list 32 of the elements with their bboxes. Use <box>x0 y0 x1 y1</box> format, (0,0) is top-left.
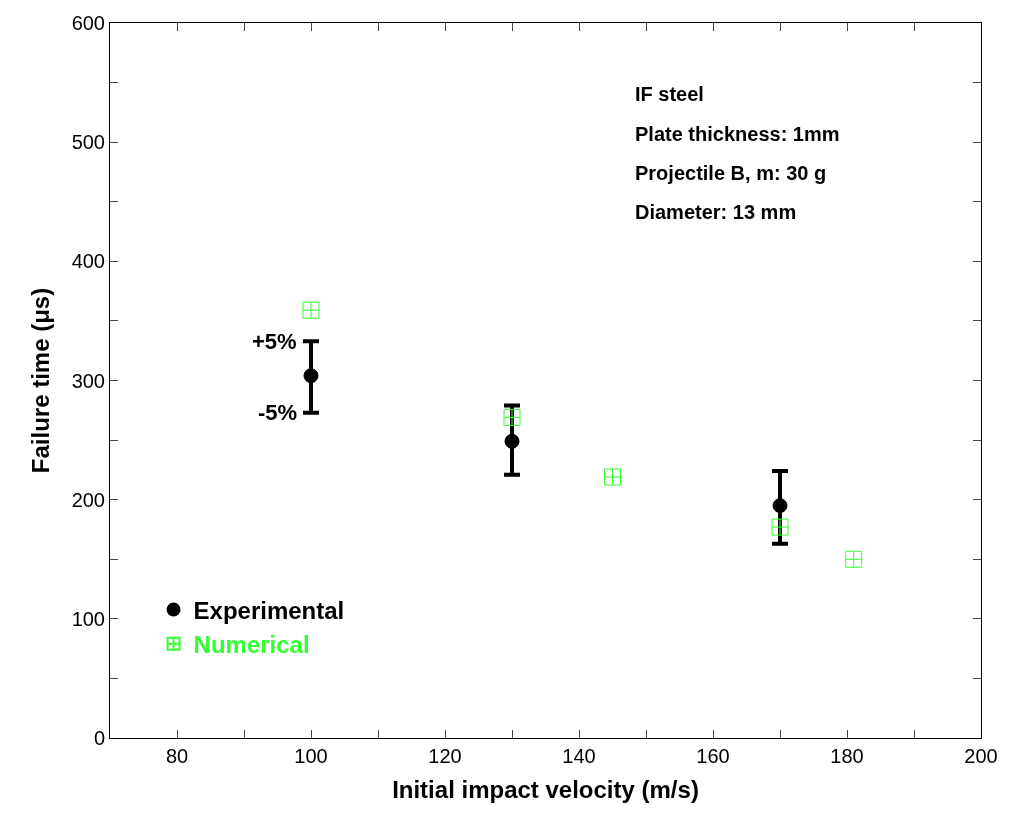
annotation: -5% <box>258 400 298 425</box>
annotation: Projectile B, m: 30 g <box>635 162 827 184</box>
x-tick-label: 200 <box>964 745 998 767</box>
x-tick-label: 100 <box>294 745 328 767</box>
annotation: IF steel <box>635 83 704 105</box>
y-tick-label: 0 <box>93 727 105 749</box>
point <box>302 301 320 319</box>
annotation: Diameter: 13 mm <box>635 201 797 223</box>
point <box>771 518 789 536</box>
x-axis-title: Initial impact velocity (m/s) <box>392 776 699 804</box>
x-tick-label: 140 <box>562 745 596 767</box>
x-tick-label: 120 <box>428 745 462 767</box>
y-axis-title: Failure time (μs) <box>26 287 54 474</box>
point <box>504 433 520 449</box>
point <box>772 498 788 514</box>
point <box>503 408 521 426</box>
legend-label: Experimental <box>193 596 345 624</box>
y-tick-label: 200 <box>71 488 105 511</box>
annotation: +5% <box>252 329 297 354</box>
x-tick-label: 80 <box>165 745 189 767</box>
y-tick-label: 500 <box>71 131 105 154</box>
point <box>845 550 863 568</box>
y-tick-label: 600 <box>71 12 105 34</box>
y-tick-label: 400 <box>71 250 105 273</box>
x-tick-label: 160 <box>696 745 730 767</box>
y-tick-label: 100 <box>71 607 105 630</box>
annotation: Plate thickness: 1mm <box>635 123 840 145</box>
x-tick-label: 180 <box>830 745 864 767</box>
point <box>604 468 621 486</box>
point <box>303 368 319 384</box>
y-tick-label: 300 <box>71 369 105 392</box>
legend-label: Numerical <box>193 631 310 659</box>
